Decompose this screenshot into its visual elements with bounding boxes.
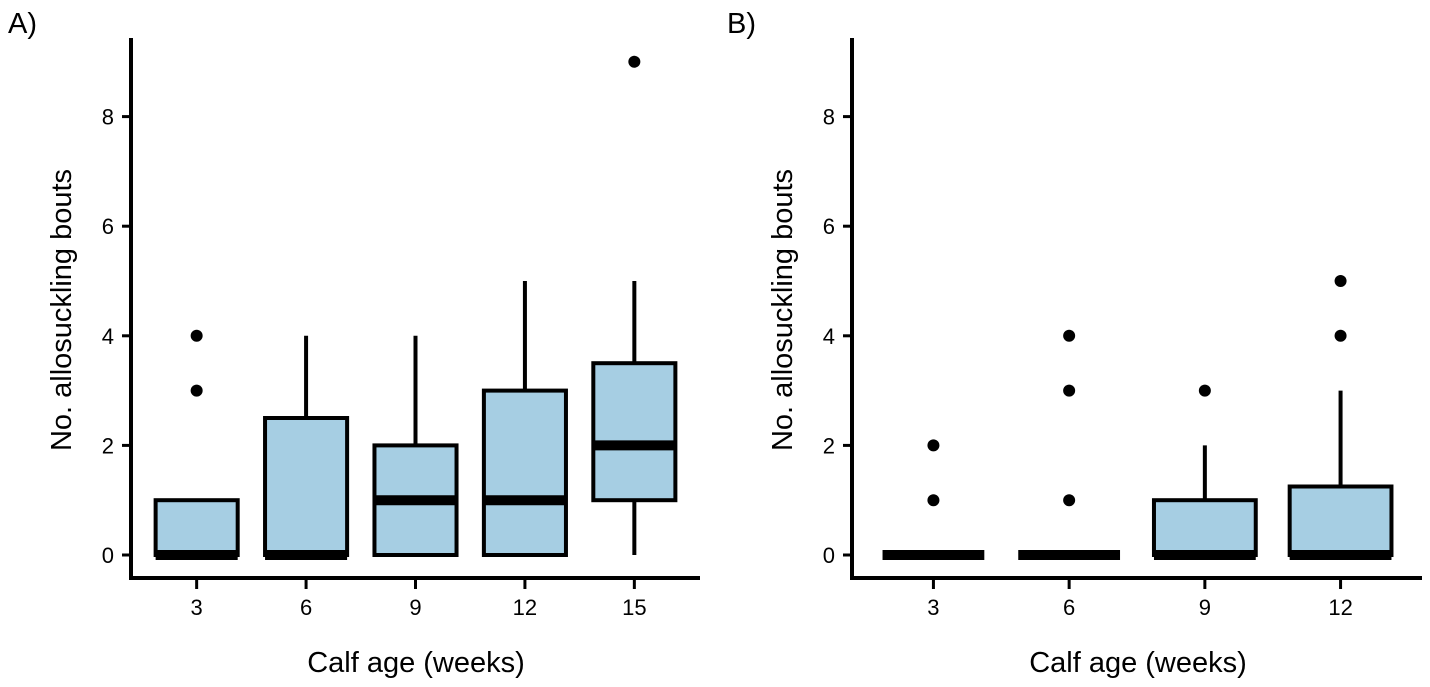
panel-b-boxes — [882, 275, 1394, 560]
box-body — [1151, 498, 1258, 558]
panel-a-boxes — [153, 55, 678, 560]
outlier-point — [1334, 275, 1347, 287]
panel-b-box-3 — [882, 439, 985, 560]
panel-b-label: B) — [727, 8, 756, 40]
panel-a-x-tick-label: 3 — [191, 595, 203, 620]
outlier-point — [1063, 329, 1076, 342]
panel-a-y-tick-label: 0 — [102, 543, 114, 568]
panel-a-box-12 — [481, 281, 568, 557]
panel-a-label: A) — [8, 8, 37, 40]
panel-b-y-ticks: 0 2 4 6 8 — [823, 105, 852, 568]
panel-a-box-9 — [372, 335, 459, 557]
box-body — [1287, 484, 1394, 557]
panel-a-x-tick-label: 12 — [513, 595, 537, 620]
panel-a-box-15 — [591, 55, 678, 555]
box-body — [481, 388, 568, 557]
panel-a: A) No. allosuckling bouts Calf age (week… — [8, 8, 700, 679]
outlier-point — [927, 494, 940, 507]
panel-a-box-3 — [153, 329, 240, 560]
panel-a-x-ticks: 3 6 9 12 15 — [191, 580, 647, 620]
outlier-point — [1063, 494, 1076, 507]
panel-b-box-12 — [1287, 275, 1394, 560]
panel-a-y-tick-label: 2 — [102, 433, 114, 458]
box-body — [263, 416, 350, 557]
panel-a-y-axis-title: No. allosuckling bouts — [46, 169, 78, 451]
outlier-point — [1063, 384, 1076, 397]
panel-a-x-tick-label: 9 — [409, 595, 421, 620]
panel-a-y-tick-label: 8 — [102, 105, 114, 130]
outlier-point — [927, 439, 940, 452]
panel-a-y-ticks: 0 2 4 6 8 — [102, 105, 131, 568]
panel-a-x-tick-label: 6 — [300, 595, 312, 620]
panel-b-x-tick-label: 6 — [1063, 595, 1075, 620]
panel-b-x-ticks: 3 6 9 12 — [927, 580, 1353, 620]
box-body — [153, 498, 240, 558]
panel-b-y-tick-label: 8 — [823, 105, 835, 130]
panel-b: B) No. allosuckling bouts Calf age (week… — [727, 8, 1422, 679]
panel-a-y-tick-label: 4 — [102, 324, 114, 349]
panel-b-y-tick-label: 6 — [823, 214, 835, 239]
panel-b-y-tick-label: 2 — [823, 433, 835, 458]
outlier-point — [1198, 384, 1211, 397]
panel-b-x-tick-label: 9 — [1199, 595, 1211, 620]
outlier-point — [628, 55, 641, 68]
panel-a-y-tick-label: 6 — [102, 214, 114, 239]
panel-a-box-6 — [263, 335, 350, 560]
box-body — [591, 361, 678, 503]
panel-a-x-axis-title: Calf age (weeks) — [307, 647, 525, 679]
panel-a-x-tick-label: 15 — [622, 595, 646, 620]
outlier-point — [190, 329, 203, 342]
panel-b-x-axis-title: Calf age (weeks) — [1029, 647, 1247, 679]
outlier-point — [1334, 329, 1347, 342]
panel-b-x-tick-label: 3 — [927, 595, 939, 620]
panel-b-y-axis-title: No. allosuckling bouts — [767, 169, 799, 451]
panel-b-x-tick-label: 12 — [1328, 595, 1352, 620]
panel-b-y-tick-label: 4 — [823, 324, 835, 349]
panel-b-y-tick-label: 0 — [823, 543, 835, 568]
outlier-point — [190, 384, 203, 397]
panel-b-box-6 — [1018, 329, 1121, 560]
panel-b-box-9 — [1151, 384, 1258, 560]
